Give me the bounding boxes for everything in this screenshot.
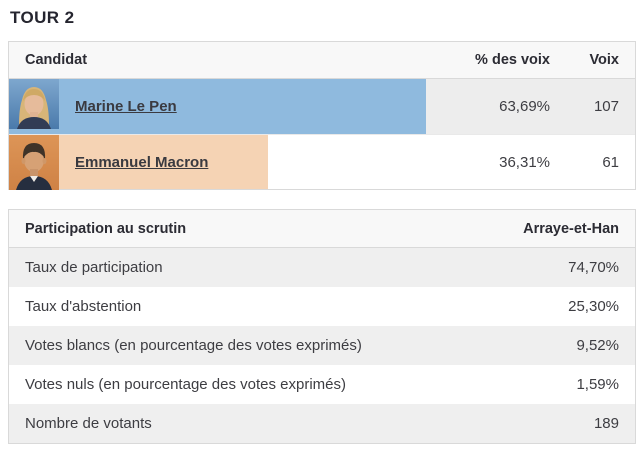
participation-row-votes-nuls: Votes nuls (en pourcentage des votes exp… xyxy=(9,365,635,404)
participation-label: Taux d'abstention xyxy=(25,298,142,315)
participation-row-taux-abstention: Taux d'abstention 25,30% xyxy=(9,287,635,326)
participation-header-label: Participation au scrutin xyxy=(25,220,187,237)
participation-label: Taux de participation xyxy=(25,259,163,276)
page: TOUR 2 Candidat % des voix Voix xyxy=(8,8,636,444)
participation-table: Participation au scrutin Arraye-et-Han T… xyxy=(8,209,636,444)
participation-label: Votes blancs (en pourcentage des votes e… xyxy=(25,337,362,354)
candidate-link-le-pen[interactable]: Marine Le Pen xyxy=(75,98,177,115)
participation-value: 25,30% xyxy=(568,298,619,315)
marine-le-pen-photo xyxy=(9,79,59,129)
participation-value: 189 xyxy=(593,415,619,432)
participation-row-taux-participation: Taux de participation 74,70% xyxy=(9,248,635,287)
column-header-candidate: Candidat xyxy=(25,52,88,68)
participation-value: 74,70% xyxy=(568,259,619,276)
participation-row-votes-blancs: Votes blancs (en pourcentage des votes e… xyxy=(9,326,635,365)
column-header-percent: % des voix xyxy=(475,52,550,68)
participation-value: 9,52% xyxy=(576,337,619,354)
candidate-link-macron[interactable]: Emmanuel Macron xyxy=(75,153,209,171)
results-table-header: Candidat % des voix Voix xyxy=(9,42,635,79)
candidate-row-le-pen: Marine Le Pen 63,69% 107 xyxy=(9,79,635,134)
commune-name: Arraye-et-Han xyxy=(523,220,619,237)
participation-value: 1,59% xyxy=(576,376,619,393)
candidate-percent-macron: 36,31% xyxy=(499,153,550,171)
result-bar-le-pen xyxy=(9,79,426,134)
candidate-votes-macron: 61 xyxy=(602,153,619,171)
candidate-votes-le-pen: 107 xyxy=(593,98,619,115)
results-table: Candidat % des voix Voix xyxy=(8,41,636,190)
page-title: TOUR 2 xyxy=(10,8,75,27)
candidate-percent-le-pen: 63,69% xyxy=(499,98,550,115)
participation-label: Nombre de votants xyxy=(25,415,152,432)
participation-row-nombre-votants: Nombre de votants 189 xyxy=(9,404,635,443)
participation-label: Votes nuls (en pourcentage des votes exp… xyxy=(25,376,347,393)
emmanuel-macron-photo xyxy=(9,135,59,190)
column-header-votes: Voix xyxy=(589,52,619,68)
candidate-row-macron: Emmanuel Macron 36,31% 61 xyxy=(9,134,635,190)
participation-table-header: Participation au scrutin Arraye-et-Han xyxy=(9,210,635,248)
